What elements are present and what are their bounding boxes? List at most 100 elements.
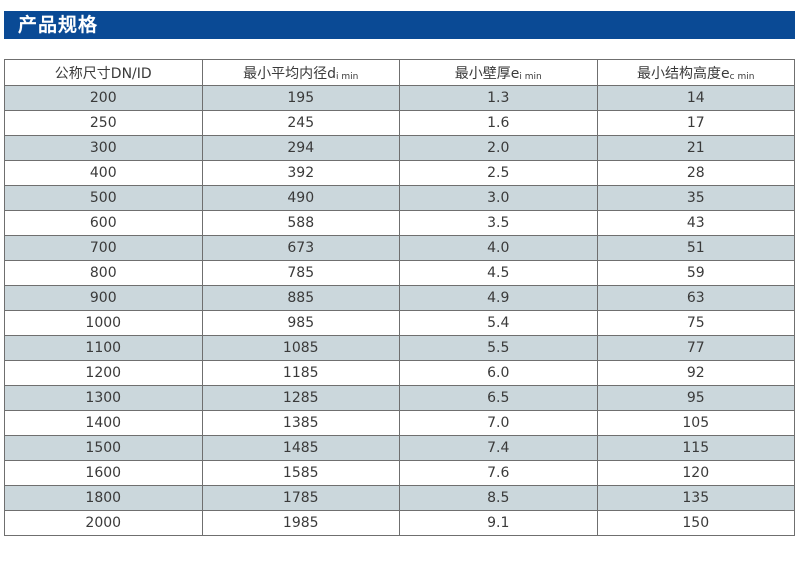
cell-ec: 77 [596,335,795,361]
cell-dn: 2000 [4,510,203,536]
cell-di: 1785 [201,485,400,511]
cell-dn: 400 [4,160,203,186]
table-row: 1300 1285 6.5 95 [4,385,795,411]
header-row: 公称尺寸DN/ID 最小平均内径di min 最小壁厚ei min 最小结构高度… [4,59,795,86]
cell-di: 245 [201,110,400,136]
cell-dn: 1300 [4,385,203,411]
cell-di: 195 [201,85,400,111]
cell-ec: 135 [596,485,795,511]
cell-di: 1085 [201,335,400,361]
cell-ei: 5.5 [399,335,598,361]
cell-ei: 8.5 [399,485,598,511]
cell-ei: 6.5 [399,385,598,411]
table-row: 300 294 2.0 21 [4,135,795,161]
cell-di: 588 [201,210,400,236]
cell-dn: 200 [4,85,203,111]
table-row: 700 673 4.0 51 [4,235,795,261]
col-header-dn: 公称尺寸DN/ID [4,59,203,86]
table-row: 400 392 2.5 28 [4,160,795,186]
col-header-ec-label: 最小结构高度e [637,65,730,82]
cell-ec: 21 [596,135,795,161]
cell-ec: 63 [596,285,795,311]
table-row: 1100 1085 5.5 77 [4,335,795,361]
cell-di: 294 [201,135,400,161]
table-row: 800 785 4.5 59 [4,260,795,286]
cell-ec: 59 [596,260,795,286]
cell-di: 885 [201,285,400,311]
cell-ec: 120 [596,460,795,486]
cell-dn: 1000 [4,310,203,336]
cell-dn: 1500 [4,435,203,461]
cell-ec: 105 [596,410,795,436]
cell-dn: 600 [4,210,203,236]
col-header-dn-label: 公称尺寸DN/ID [54,65,152,82]
section-title-banner: 产品规格 [4,11,795,39]
cell-di: 1385 [201,410,400,436]
spec-table: 公称尺寸DN/ID 最小平均内径di min 最小壁厚ei min 最小结构高度… [4,59,795,536]
cell-dn: 500 [4,185,203,211]
cell-ei: 7.0 [399,410,598,436]
cell-ec: 75 [596,310,795,336]
cell-ec: 95 [596,385,795,411]
col-header-ei-sub: i min [519,71,542,82]
cell-ei: 3.0 [399,185,598,211]
cell-dn: 1400 [4,410,203,436]
cell-ec: 35 [596,185,795,211]
cell-di: 1185 [201,360,400,386]
cell-ei: 4.0 [399,235,598,261]
cell-ei: 4.9 [399,285,598,311]
cell-ei: 2.5 [399,160,598,186]
cell-di: 1585 [201,460,400,486]
cell-di: 1985 [201,510,400,536]
spec-table-body: 200 195 1.3 14 250 245 1.6 17 300 294 2.0 21 400 392 2… [4,85,795,536]
cell-dn: 1200 [4,360,203,386]
cell-ei: 7.4 [399,435,598,461]
col-header-ec-sub: c min [729,71,755,82]
cell-ec: 14 [596,85,795,111]
cell-dn: 800 [4,260,203,286]
section-title: 产品规格 [18,13,99,36]
cell-di: 392 [201,160,400,186]
cell-ec: 17 [596,110,795,136]
cell-ei: 9.1 [399,510,598,536]
table-row: 1000 985 5.4 75 [4,310,795,336]
col-header-di-label: 最小平均内径d [243,65,337,82]
col-header-ei-label: 最小壁厚e [454,65,520,82]
table-row: 600 588 3.5 43 [4,210,795,236]
table-row: 900 885 4.9 63 [4,285,795,311]
cell-di: 1285 [201,385,400,411]
cell-di: 785 [201,260,400,286]
cell-di: 985 [201,310,400,336]
cell-ei: 4.5 [399,260,598,286]
table-row: 1600 1585 7.6 120 [4,460,795,486]
cell-ei: 6.0 [399,360,598,386]
spec-table-head: 公称尺寸DN/ID 最小平均内径di min 最小壁厚ei min 最小结构高度… [4,59,795,86]
cell-di: 490 [201,185,400,211]
cell-ec: 51 [596,235,795,261]
cell-ec: 92 [596,360,795,386]
cell-ei: 2.0 [399,135,598,161]
cell-ei: 1.3 [399,85,598,111]
cell-ei: 1.6 [399,110,598,136]
cell-ec: 115 [596,435,795,461]
col-header-di-sub: i min [336,71,359,82]
cell-ec: 150 [596,510,795,536]
cell-dn: 900 [4,285,203,311]
cell-ec: 43 [596,210,795,236]
cell-ei: 5.4 [399,310,598,336]
table-row: 200 195 1.3 14 [4,85,795,111]
cell-ec: 28 [596,160,795,186]
cell-dn: 1100 [4,335,203,361]
table-row: 1200 1185 6.0 92 [4,360,795,386]
col-header-di: 最小平均内径di min [201,59,400,86]
table-row: 1800 1785 8.5 135 [4,485,795,511]
cell-dn: 700 [4,235,203,261]
table-row: 1500 1485 7.4 115 [4,435,795,461]
cell-di: 1485 [201,435,400,461]
table-row: 250 245 1.6 17 [4,110,795,136]
cell-dn: 1600 [4,460,203,486]
table-row: 1400 1385 7.0 105 [4,410,795,436]
cell-dn: 1800 [4,485,203,511]
cell-dn: 300 [4,135,203,161]
